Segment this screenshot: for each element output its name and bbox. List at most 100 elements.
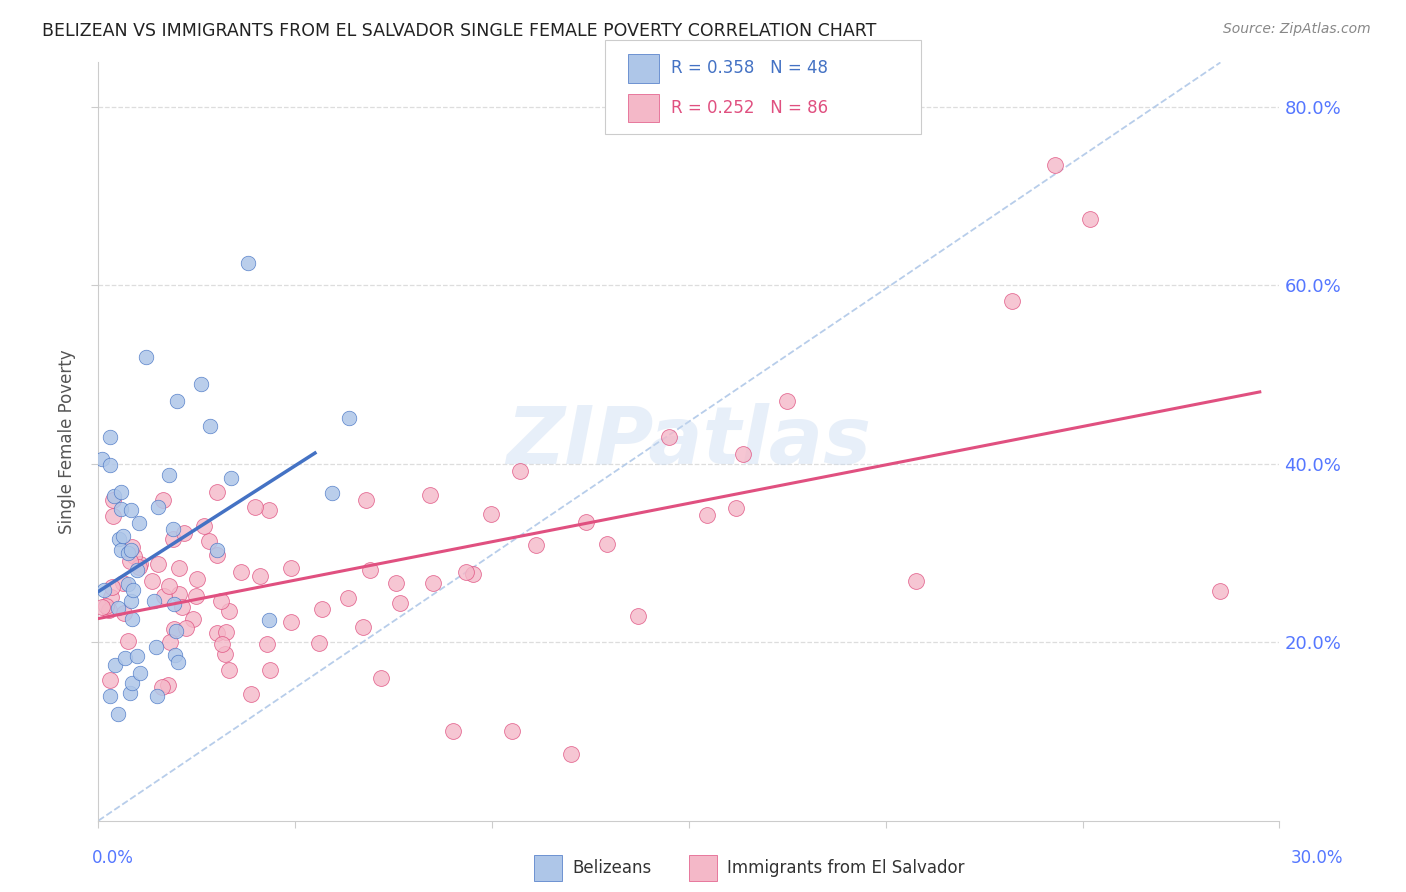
Point xyxy=(141,574,163,588)
Point xyxy=(501,724,523,739)
Text: R = 0.358   N = 48: R = 0.358 N = 48 xyxy=(671,60,828,78)
Point xyxy=(240,687,263,701)
Point xyxy=(359,563,381,577)
Point xyxy=(211,637,233,651)
Point xyxy=(321,485,343,500)
Point xyxy=(190,376,212,391)
Point xyxy=(259,663,281,677)
Point xyxy=(354,492,377,507)
Point xyxy=(110,484,132,499)
Text: 30.0%: 30.0% xyxy=(1291,849,1343,867)
Point xyxy=(101,493,124,508)
Point xyxy=(163,597,186,611)
Point xyxy=(1043,158,1066,172)
Point xyxy=(153,589,176,603)
Point xyxy=(117,634,139,648)
Point xyxy=(163,648,186,662)
Point xyxy=(127,649,149,664)
Point xyxy=(112,606,135,620)
Point xyxy=(156,677,179,691)
Point xyxy=(352,620,374,634)
Point xyxy=(219,471,242,485)
Point xyxy=(696,508,718,523)
Point xyxy=(157,467,180,482)
Text: Immigrants from El Salvador: Immigrants from El Salvador xyxy=(727,859,965,877)
Point xyxy=(731,447,754,461)
Point xyxy=(91,451,114,466)
Point xyxy=(524,539,547,553)
Point xyxy=(128,560,150,574)
Point xyxy=(118,553,141,567)
Point xyxy=(98,458,121,473)
Point xyxy=(173,525,195,540)
Point xyxy=(98,430,121,444)
Point xyxy=(575,515,598,529)
Point xyxy=(193,519,215,533)
Point xyxy=(157,578,180,592)
Point xyxy=(91,599,114,614)
Point xyxy=(236,256,259,270)
Point xyxy=(218,663,240,677)
Point xyxy=(441,724,464,739)
Point xyxy=(135,350,157,364)
Point xyxy=(98,673,121,688)
Point xyxy=(186,589,208,603)
Point xyxy=(626,608,648,623)
Point xyxy=(200,418,222,433)
Point xyxy=(121,541,143,555)
Text: 0.0%: 0.0% xyxy=(91,849,134,867)
Point xyxy=(120,543,142,558)
Point xyxy=(181,612,204,626)
Point xyxy=(170,599,193,614)
Point xyxy=(166,655,188,669)
Point xyxy=(207,626,229,640)
Point xyxy=(104,657,127,672)
Point xyxy=(205,548,228,562)
Point xyxy=(117,577,139,591)
Point xyxy=(114,651,136,665)
Point xyxy=(337,410,360,425)
Point xyxy=(121,612,143,626)
Point xyxy=(388,596,411,610)
Point xyxy=(207,543,229,558)
Point xyxy=(162,532,184,546)
Point xyxy=(103,489,125,503)
Point xyxy=(98,689,121,703)
Point xyxy=(127,563,149,577)
Point xyxy=(98,602,121,616)
Point xyxy=(256,636,278,650)
Text: Source: ZipAtlas.com: Source: ZipAtlas.com xyxy=(1223,22,1371,37)
Point xyxy=(163,623,186,637)
Point xyxy=(560,747,582,761)
Point xyxy=(1209,583,1232,598)
Point xyxy=(112,575,135,590)
Point xyxy=(509,464,531,478)
Point xyxy=(186,572,208,586)
Point xyxy=(146,557,169,571)
Point xyxy=(128,665,150,680)
Point xyxy=(129,557,152,571)
Point xyxy=(100,580,122,594)
Point xyxy=(107,706,129,721)
Point xyxy=(103,508,125,523)
Point xyxy=(1080,211,1102,226)
Point xyxy=(1001,294,1024,309)
Point xyxy=(280,561,302,575)
Point xyxy=(174,621,197,635)
Point xyxy=(479,507,502,521)
Point xyxy=(120,686,142,700)
Point xyxy=(107,601,129,615)
Point xyxy=(214,647,236,661)
Point xyxy=(422,576,444,591)
Point xyxy=(159,635,181,649)
Point xyxy=(169,587,191,601)
Point xyxy=(218,604,240,618)
Point xyxy=(370,671,392,685)
Point xyxy=(165,624,187,638)
Point xyxy=(724,501,747,516)
Point xyxy=(146,689,169,703)
Point xyxy=(904,574,927,588)
Point xyxy=(308,636,330,650)
Point xyxy=(776,394,799,409)
Point xyxy=(257,503,280,517)
